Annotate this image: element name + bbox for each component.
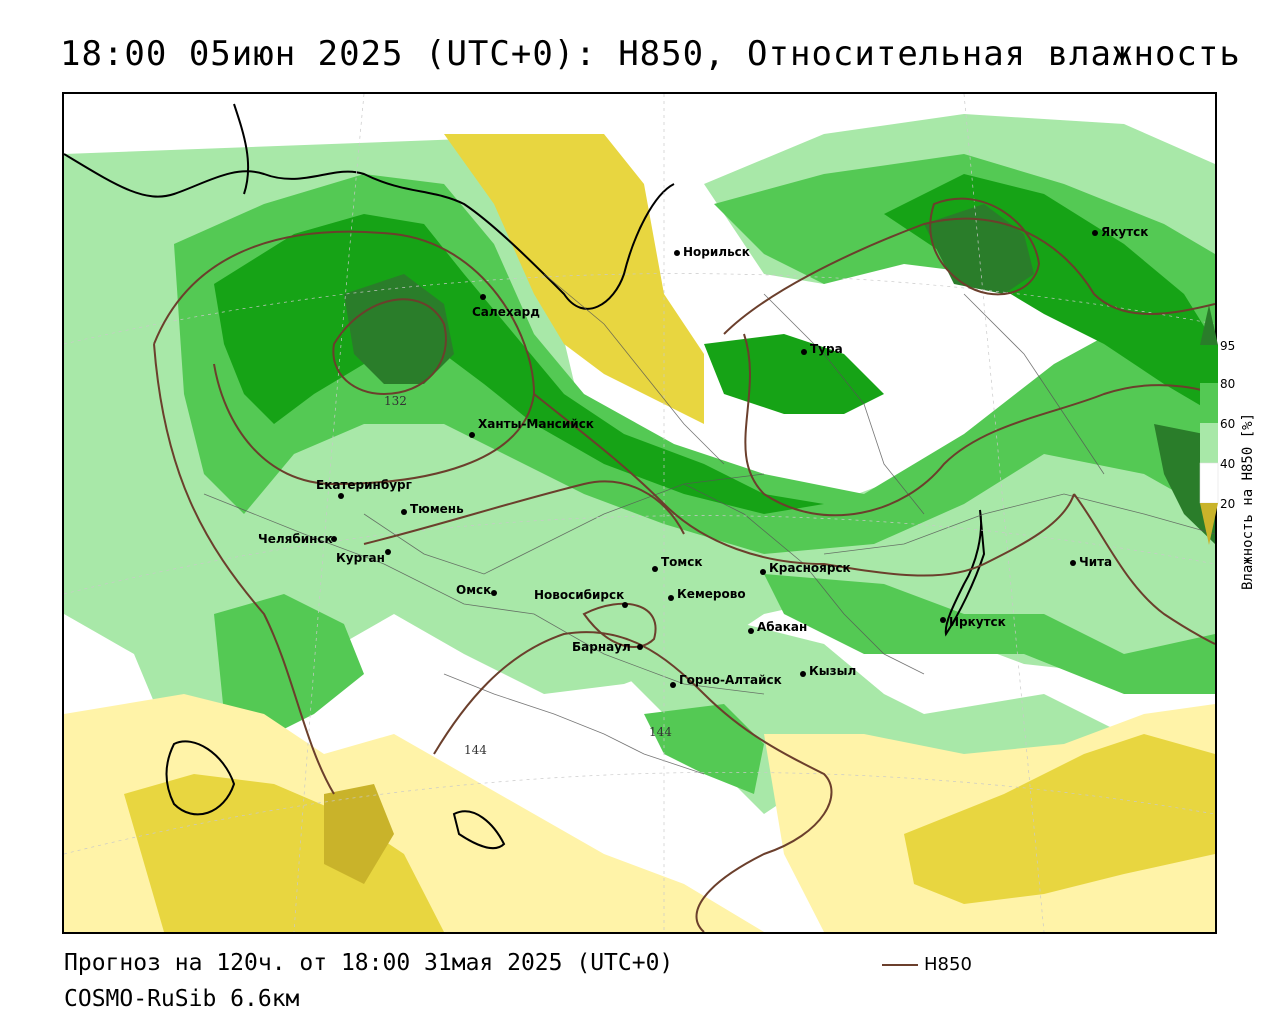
svg-text:Абакан: Абакан	[757, 620, 807, 634]
legend-tick: 60	[1220, 417, 1236, 431]
svg-text:Якутск: Якутск	[1101, 225, 1148, 239]
city-khanty-mansiysk[interactable]: Ханты-Мансийск	[469, 417, 594, 438]
city-yakutsk[interactable]: Якутск	[1092, 225, 1148, 239]
h850-isolines	[153, 197, 1215, 932]
legend-colorbar	[1199, 305, 1219, 545]
svg-text:Курган: Курган	[336, 551, 385, 565]
svg-text:Чита: Чита	[1079, 555, 1112, 569]
city-abakan[interactable]: Абакан	[748, 620, 807, 634]
humidity-field	[64, 94, 1215, 932]
city-yekaterinburg[interactable]: Екатеринбург	[316, 478, 412, 499]
city-kemerovo[interactable]: Кемерово	[668, 587, 746, 601]
svg-text:Тюмень: Тюмень	[410, 502, 464, 516]
svg-text:Салехард: Салехард	[472, 305, 540, 319]
coastlines	[64, 103, 986, 850]
svg-text:Тура: Тура	[810, 342, 843, 356]
svg-text:Омск: Омск	[456, 583, 491, 597]
isoline-legend-label: H850	[924, 954, 972, 975]
city-krasnoyarsk[interactable]: Красноярск	[760, 561, 851, 575]
model-info: COSMO-RuSib 6.6км	[64, 986, 300, 1012]
svg-text:Барнаул: Барнаул	[572, 640, 631, 654]
regional-borders	[203, 273, 1215, 775]
city-kyzyl[interactable]: Кызыл	[800, 664, 856, 678]
city-barnaul[interactable]: Барнаул	[572, 640, 643, 654]
svg-text:Ханты-Мансийск: Ханты-Мансийск	[478, 417, 594, 431]
svg-text:Кемерово: Кемерово	[677, 587, 746, 601]
svg-text:Екатеринбург: Екатеринбург	[316, 478, 412, 492]
legend-tick: 40	[1220, 457, 1236, 471]
svg-text:Томск: Томск	[661, 555, 703, 569]
forecast-info: Прогноз на 120ч. от 18:00 31мая 2025 (UT…	[64, 950, 674, 976]
map-title: 18:00 05июн 2025 (UTC+0): H850, Относите…	[60, 34, 1241, 74]
city-omsk[interactable]: Омск	[456, 583, 497, 597]
isoline-swatch	[882, 963, 918, 966]
isoline-label: 132	[384, 394, 407, 408]
isoline-legend: H850	[882, 954, 972, 975]
city-chelyabinsk[interactable]: Челябинск	[258, 532, 337, 546]
city-kurgan[interactable]: Курган	[336, 549, 391, 565]
city-tura[interactable]: Тура	[801, 342, 843, 356]
city-gorno-altaysk[interactable]: Горно-Алтайск	[670, 673, 782, 688]
isoline-label: 144	[464, 743, 487, 757]
legend-tick: 95	[1220, 339, 1236, 353]
humidity-map[interactable]: 132 144 144 Норильск Якутск Салехард Тур…	[62, 92, 1217, 934]
svg-text:Красноярск: Красноярск	[769, 561, 851, 575]
city-norilsk[interactable]: Норильск	[674, 245, 750, 259]
legend-title: Влажность на H850 [%]	[1240, 412, 1256, 590]
svg-text:Норильск: Норильск	[683, 245, 750, 259]
city-irkutsk[interactable]: Иркутск	[940, 615, 1006, 629]
cities: Норильск Якутск Салехард Тура Ханты-Манс…	[258, 225, 1148, 688]
city-chita[interactable]: Чита	[1070, 555, 1112, 569]
humidity-legend: 95 80 60 40 20	[1198, 305, 1278, 605]
city-tomsk[interactable]: Томск	[652, 555, 703, 572]
city-novosibirsk[interactable]: Новосибирск	[534, 588, 628, 608]
svg-text:Иркутск: Иркутск	[949, 615, 1006, 629]
city-tyumen[interactable]: Тюмень	[401, 502, 464, 516]
isoline-label: 144	[649, 725, 672, 739]
legend-tick: 20	[1220, 497, 1236, 511]
graticule	[64, 94, 1215, 932]
svg-text:Горно-Алтайск: Горно-Алтайск	[679, 673, 782, 687]
map-canvas: 132 144 144 Норильск Якутск Салехард Тур…	[64, 94, 1215, 932]
svg-text:Новосибирск: Новосибирск	[534, 588, 624, 602]
city-salekhard[interactable]: Салехард	[472, 294, 540, 319]
legend-tick: 80	[1220, 377, 1236, 391]
svg-text:Кызыл: Кызыл	[809, 664, 856, 678]
svg-text:Челябинск: Челябинск	[258, 532, 333, 546]
